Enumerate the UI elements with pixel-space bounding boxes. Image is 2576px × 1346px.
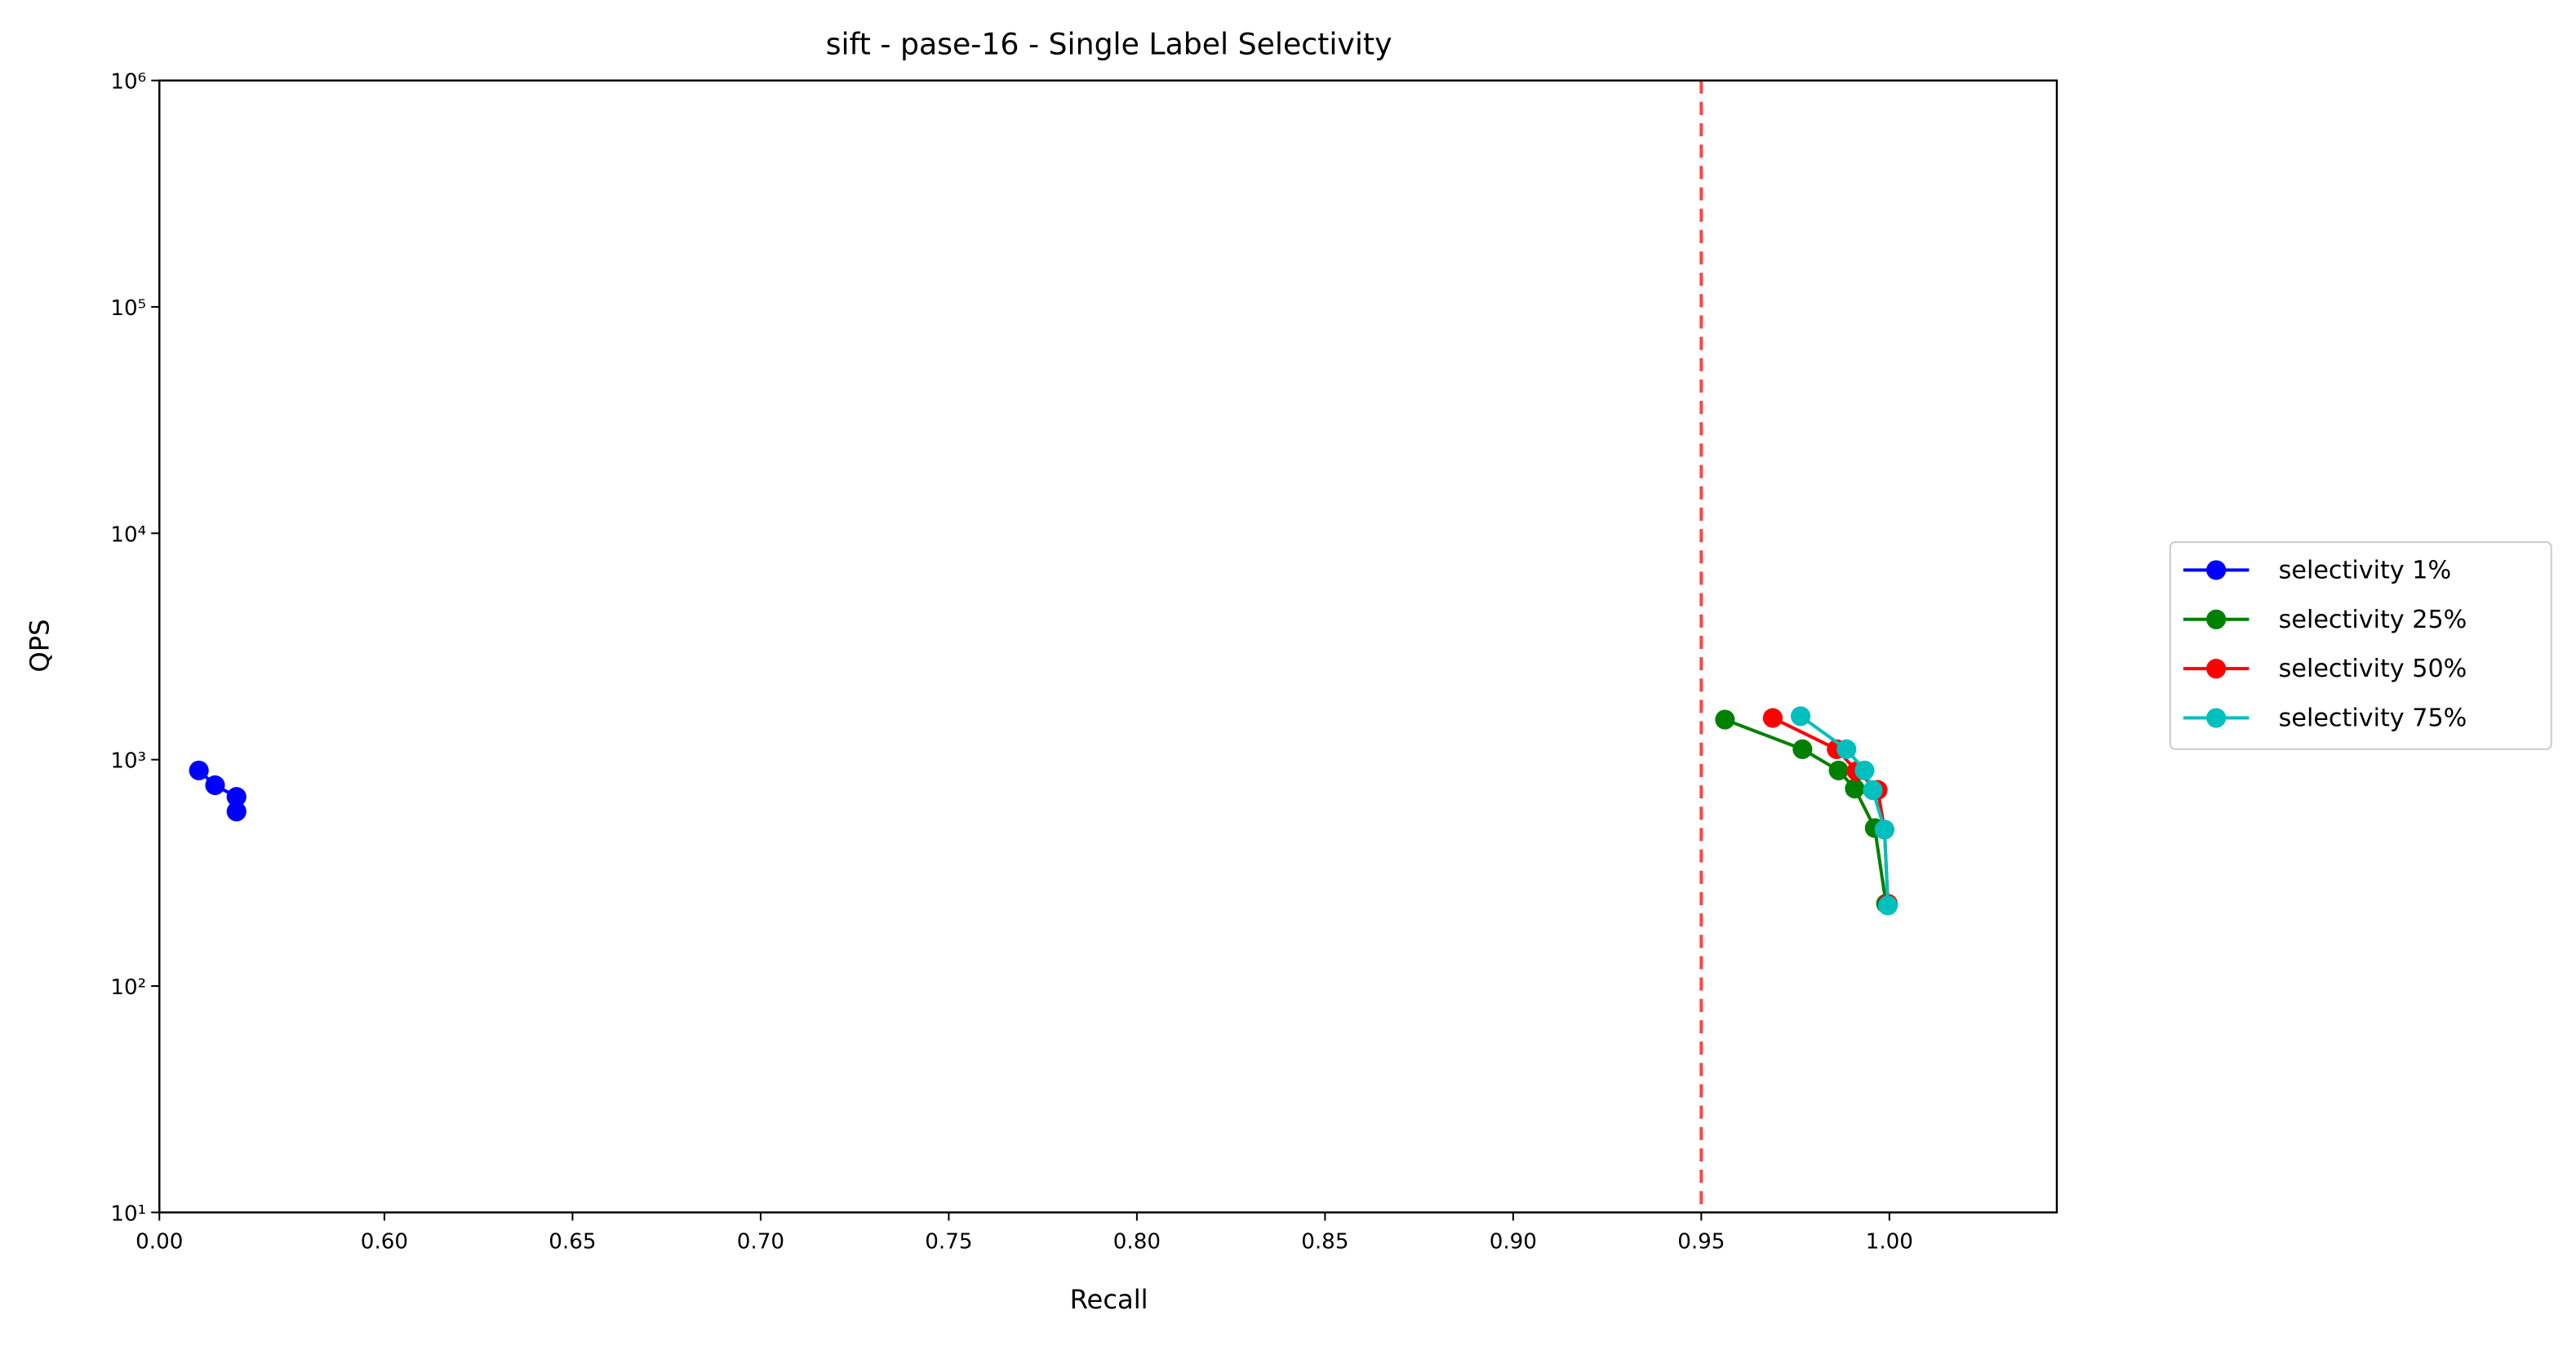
- data-point: [1837, 739, 1857, 759]
- data-point: [1877, 895, 1899, 916]
- y-tick-label: 10³: [110, 749, 146, 774]
- data-point: [1762, 708, 1783, 728]
- data-point: [1828, 760, 1849, 780]
- legend-marker: [2206, 659, 2227, 679]
- x-tick-label: 0.80: [1113, 1230, 1161, 1255]
- legend-marker: [2206, 560, 2227, 580]
- data-point: [189, 760, 209, 780]
- x-tick-label: 0.75: [925, 1230, 972, 1255]
- legend-box: [2169, 541, 2552, 750]
- data-point: [1854, 760, 1875, 780]
- data-point: [1715, 709, 1735, 730]
- data-point: [226, 802, 246, 822]
- y-tick-label: 10⁴: [110, 522, 146, 547]
- x-tick-label: 0.65: [549, 1230, 596, 1255]
- data-point: [1792, 739, 1813, 759]
- y-tick-label: 10²: [110, 975, 146, 1000]
- data-point: [205, 775, 225, 796]
- x-tick-label: 0.90: [1490, 1230, 1537, 1255]
- legend-label: selectivity 75%: [2279, 704, 2467, 733]
- x-tick-label: 0.00: [135, 1230, 183, 1255]
- x-tick-label: 0.85: [1301, 1230, 1348, 1255]
- y-axis-label: QPS: [24, 619, 55, 672]
- data-point: [226, 787, 246, 807]
- legend-marker: [2206, 708, 2227, 728]
- x-tick-label: 0.95: [1677, 1230, 1725, 1255]
- plot-frame: [158, 79, 2059, 1214]
- legend-marker: [2206, 609, 2227, 629]
- chart-title: sift - pase-16 - Single Label Selectivit…: [826, 26, 1392, 61]
- x-axis-label: Recall: [1070, 1284, 1148, 1315]
- y-tick-label: 10¹: [110, 1202, 146, 1226]
- series-line: [1724, 717, 1888, 904]
- data-point: [1874, 820, 1894, 840]
- data-point: [1863, 780, 1883, 801]
- y-tick-label: 10⁶: [110, 70, 146, 95]
- legend-label: selectivity 50%: [2279, 655, 2467, 683]
- x-tick-label: 0.60: [361, 1230, 408, 1255]
- legend-label: selectivity 25%: [2279, 606, 2467, 634]
- x-tick-label: 1.00: [1866, 1230, 1913, 1255]
- x-tick-label: 0.70: [737, 1230, 784, 1255]
- data-point: [1790, 706, 1811, 726]
- y-tick-label: 10⁵: [110, 296, 146, 321]
- legend-label: selectivity 1%: [2279, 556, 2452, 584]
- data-point: [1845, 779, 1865, 799]
